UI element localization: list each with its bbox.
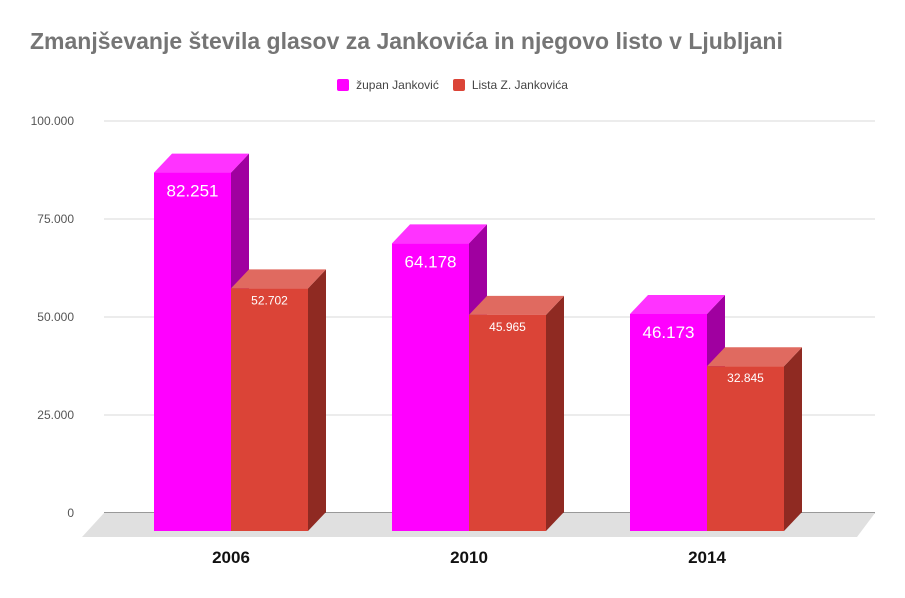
y-tick-label: 0 xyxy=(67,506,74,520)
legend-swatch-zupan xyxy=(337,79,350,91)
bar-top xyxy=(154,153,249,173)
y-tick-label: 100.000 xyxy=(31,114,75,128)
legend-label-zupan: župan Janković xyxy=(356,78,439,92)
legend-item-lista[interactable]: Lista Z. Jankovića xyxy=(452,78,568,92)
bar xyxy=(154,172,231,531)
legend-item-zupan[interactable]: župan Janković xyxy=(337,78,439,92)
bar-top xyxy=(392,224,487,244)
bar-side xyxy=(546,295,564,531)
data-label: 52.702 xyxy=(251,293,288,307)
bar xyxy=(231,288,308,531)
data-label: 32.845 xyxy=(727,371,764,385)
legend: župan Janković Lista Z. Jankovića xyxy=(0,78,905,92)
x-tick-label: 2014 xyxy=(688,548,726,567)
legend-swatch-lista xyxy=(452,79,465,91)
data-label: 64.178 xyxy=(405,252,457,271)
bar xyxy=(630,314,707,531)
bar-top xyxy=(469,295,564,315)
chart-title: Zmanjševanje števila glasov za Jankovića… xyxy=(30,28,783,54)
bar-top xyxy=(231,269,326,289)
bar-top xyxy=(707,347,802,367)
bar xyxy=(707,366,784,531)
bar-side xyxy=(308,269,326,531)
bar xyxy=(469,314,546,531)
data-label: 82.251 xyxy=(167,182,219,201)
x-tick-label: 2006 xyxy=(212,548,250,567)
y-tick-label: 50.000 xyxy=(37,310,74,324)
bar-side xyxy=(784,347,802,531)
data-label: 46.173 xyxy=(643,323,695,342)
y-tick-label: 25.000 xyxy=(37,408,74,422)
bar xyxy=(392,243,469,531)
data-label: 45.965 xyxy=(489,320,526,334)
y-tick-label: 75.000 xyxy=(37,212,74,226)
bar-top xyxy=(630,295,725,315)
x-tick-label: 2010 xyxy=(450,548,488,567)
legend-label-lista: Lista Z. Jankovića xyxy=(471,78,568,92)
